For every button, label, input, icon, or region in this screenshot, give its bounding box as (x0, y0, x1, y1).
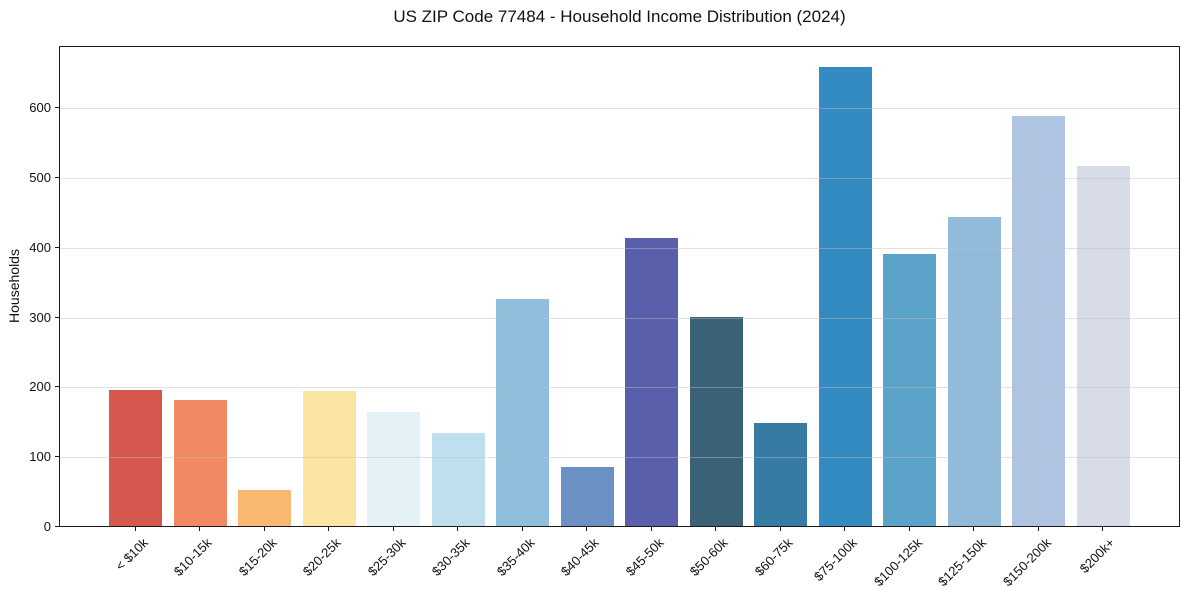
gridline-y-400 (60, 248, 1179, 249)
y-tick-mark-600 (55, 107, 59, 108)
bar-$100-125k (883, 254, 936, 526)
x-tick-mark-$25-30k (393, 527, 394, 531)
y-tick-label-300: 300 (29, 310, 51, 325)
x-tick-label-$50-60k: $50-60k (686, 535, 731, 579)
x-tick-mark-$10-15k (199, 527, 200, 531)
y-tick-mark-400 (55, 247, 59, 248)
bar-$15-20k (238, 490, 291, 526)
y-tick-label-500: 500 (29, 170, 51, 185)
plot-area (59, 46, 1180, 527)
y-tick-mark-500 (55, 177, 59, 178)
y-tick-label-400: 400 (29, 240, 51, 255)
x-tick-mark-$40-45k (586, 527, 587, 531)
x-tick-mark-$150-200k (1038, 527, 1039, 531)
x-tick-label-$60-75k: $60-75k (751, 535, 796, 579)
x-tick-label-$15-20k: $15-20k (235, 535, 280, 579)
bar-$200k+ (1077, 166, 1130, 526)
x-tick-label-$150-200k: $150-200k (999, 535, 1054, 590)
bar-$125-150k (948, 217, 1001, 526)
y-tick-label-200: 200 (29, 379, 51, 394)
x-tick-mark-$35-40k (522, 527, 523, 531)
x-tick-label-$200k+: $200k+ (1076, 535, 1118, 577)
x-tick-label-$30-35k: $30-35k (428, 535, 473, 579)
bar-$75-100k (819, 67, 872, 526)
x-tick-mark-$45-50k (651, 527, 652, 531)
bar-$45-50k (625, 238, 678, 526)
bar-$30-35k (432, 433, 485, 526)
x-tick-mark-$75-100k (844, 527, 845, 531)
x-tick-mark-$30-35k (457, 527, 458, 531)
x-tick-mark-$200k+ (1102, 527, 1103, 531)
x-tick-mark-$20-25k (328, 527, 329, 531)
x-tick-label-$35-40k: $35-40k (493, 535, 538, 579)
x-tick-mark-< $10k (135, 527, 136, 531)
bar-$60-75k (754, 423, 807, 526)
x-tick-label-$125-150k: $125-150k (934, 535, 989, 590)
gridline-y-600 (60, 108, 1179, 109)
bar-$50-60k (690, 317, 743, 526)
x-tick-label-$75-100k: $75-100k (810, 535, 860, 584)
x-tick-mark-$15-20k (264, 527, 265, 531)
x-tick-label-< $10k: < $10k (112, 535, 151, 574)
gridline-y-200 (60, 387, 1179, 388)
x-tick-label-$100-125k: $100-125k (870, 535, 925, 590)
bar-$40-45k (561, 467, 614, 526)
x-tick-label-$25-30k: $25-30k (364, 535, 409, 579)
x-tick-label-$40-45k: $40-45k (557, 535, 602, 579)
bar-$10-15k (174, 400, 227, 526)
x-tick-label-$10-15k: $10-15k (170, 535, 215, 579)
bar-$35-40k (496, 299, 549, 526)
y-tick-mark-100 (55, 456, 59, 457)
y-tick-mark-0 (55, 526, 59, 527)
bar-$25-30k (367, 412, 420, 526)
chart-title: US ZIP Code 77484 - Household Income Dis… (393, 7, 846, 26)
x-tick-mark-$50-60k (715, 527, 716, 531)
bar-$150-200k (1012, 116, 1065, 526)
x-tick-mark-$100-125k (909, 527, 910, 531)
y-tick-label-0: 0 (43, 519, 51, 534)
x-tick-mark-$60-75k (780, 527, 781, 531)
y-tick-mark-300 (55, 317, 59, 318)
y-tick-mark-200 (55, 386, 59, 387)
x-tick-label-$45-50k: $45-50k (622, 535, 667, 579)
y-tick-label-600: 600 (29, 100, 51, 115)
bar-< $10k (109, 390, 162, 526)
gridline-y-100 (60, 457, 1179, 458)
x-tick-mark-$125-150k (973, 527, 974, 531)
bar-$20-25k (303, 391, 356, 526)
y-tick-label-100: 100 (29, 449, 51, 464)
gridline-y-500 (60, 178, 1179, 179)
x-tick-label-$20-25k: $20-25k (299, 535, 344, 579)
gridline-y-300 (60, 318, 1179, 319)
